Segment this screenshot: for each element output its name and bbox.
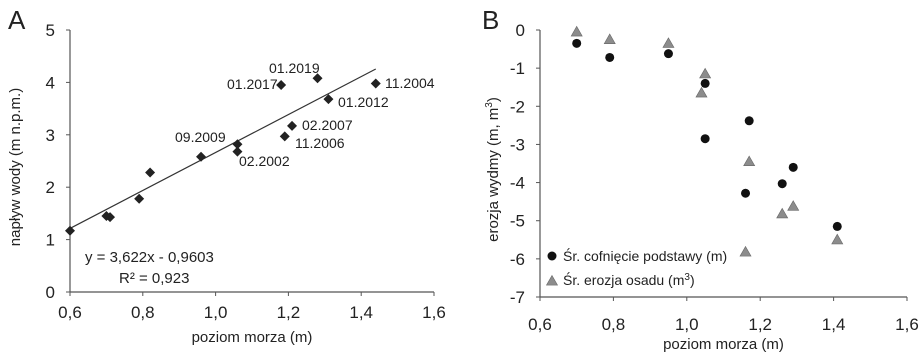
panel-label: B xyxy=(482,5,499,35)
y-tick-label: 2 xyxy=(46,178,55,197)
date-annotation: 11.2006 xyxy=(295,135,345,151)
data-point-triangle xyxy=(603,33,616,44)
panel-label: A xyxy=(8,5,26,35)
y-tick-label: -5 xyxy=(510,212,525,231)
data-point-circle xyxy=(605,52,615,62)
y-tick-label: 0 xyxy=(46,283,55,302)
data-point-diamond xyxy=(279,131,290,142)
x-axis-label: poziom morza (m) xyxy=(663,336,784,353)
y-tick-label: 0 xyxy=(516,21,525,40)
x-tick-label: 1,0 xyxy=(204,303,228,322)
data-point-diamond xyxy=(232,139,243,150)
date-annotation: 09.2009 xyxy=(175,129,226,145)
data-point-circle xyxy=(741,188,751,198)
data-point-circle xyxy=(788,162,798,172)
chart-panel-a: A 0 1 2 3 4 5 0,6 0,8 1,0 1,2 1,4 1,6 poziom morza (m… xyxy=(7,5,446,346)
date-annotation: 01.2012 xyxy=(338,94,389,110)
data-point-circle xyxy=(700,134,710,144)
x-axis-label: poziom morza (m) xyxy=(192,329,313,346)
data-point-circle xyxy=(700,78,710,88)
data-point-circle xyxy=(832,221,842,231)
data-point-triangle xyxy=(695,86,708,98)
y-tick-label: -1 xyxy=(510,59,525,78)
y-axis-label: erozja wydmy (m, m3) xyxy=(484,97,502,242)
data-point-circle xyxy=(744,116,754,126)
x-tick-label: 1,4 xyxy=(349,303,373,322)
data-point-triangle xyxy=(743,155,756,167)
date-annotation: 01.2019 xyxy=(269,60,320,76)
data-point-triangle xyxy=(699,67,712,79)
data-point-diamond xyxy=(323,94,334,105)
x-tick-label: 1,2 xyxy=(748,315,772,334)
x-tick-label: 0,8 xyxy=(131,303,155,322)
y-tick-label: 5 xyxy=(46,21,55,40)
y-tick-label: -3 xyxy=(510,135,525,154)
date-annotation: 02.2002 xyxy=(239,153,290,169)
y-tick-label: -6 xyxy=(510,250,525,269)
data-point-triangle xyxy=(831,233,844,245)
y-tick-label: -2 xyxy=(510,97,525,116)
data-point-diamond xyxy=(105,212,116,223)
data-point-diamond xyxy=(312,73,323,84)
date-annotation: 01.2017 xyxy=(227,76,278,92)
r-squared: R² = 0,923 xyxy=(119,270,189,287)
data-point-circle xyxy=(572,38,582,48)
data-point-circle xyxy=(777,179,787,189)
x-tick-label: 1,6 xyxy=(422,303,446,322)
data-point-triangle xyxy=(787,200,800,211)
x-tick-label: 1,2 xyxy=(277,303,301,322)
x-tick-label: 0,6 xyxy=(58,303,82,322)
x-tick-label: 0,6 xyxy=(528,315,552,334)
data-point-circle xyxy=(663,49,673,59)
legend-label: Śr. cofnięcie podstawy (m) xyxy=(563,247,727,264)
legend-label: Śr. erozja osadu (m3) xyxy=(563,271,695,288)
date-annotation: 02.2007 xyxy=(302,117,353,133)
data-point-triangle xyxy=(776,207,789,219)
trendline xyxy=(69,68,377,229)
date-annotation: 11.2004 xyxy=(385,75,435,91)
data-point-diamond xyxy=(145,167,156,178)
legend-marker-triangle xyxy=(545,274,559,286)
y-tick-label: 1 xyxy=(46,231,55,250)
data-point-triangle xyxy=(570,25,583,37)
data-point-diamond xyxy=(287,120,298,131)
y-tick-label: -4 xyxy=(510,174,525,193)
legend-marker-circle xyxy=(547,251,557,261)
y-tick-label: 3 xyxy=(46,126,55,145)
y-tick-label: 4 xyxy=(46,73,55,92)
x-tick-label: 0,8 xyxy=(602,315,626,334)
trend-equation: y = 3,622x - 0,9603 xyxy=(85,249,214,266)
legend: Śr. cofnięcie podstawy (m) Śr. erozja osa… xyxy=(545,247,727,288)
data-point-triangle xyxy=(739,245,752,257)
data-point-diamond xyxy=(370,78,381,89)
y-tick-label: -7 xyxy=(510,288,525,307)
data-point-diamond xyxy=(232,146,243,157)
data-point-diamond xyxy=(65,225,75,236)
chart-panel-b: B 0 -1 -2 -3 -4 -5 -6 -70,6 0,8 1,0 1,2 1,4 1,6 poziom… xyxy=(482,5,919,353)
data-point-diamond xyxy=(276,80,287,91)
x-tick-label: 1,6 xyxy=(895,315,919,334)
y-axis-label: napływ wody (m n.p.m.) xyxy=(7,88,24,246)
x-tick-label: 1,4 xyxy=(822,315,846,334)
data-point-triangle xyxy=(662,37,675,48)
x-tick-label: 1,0 xyxy=(675,315,699,334)
data-point-diamond xyxy=(134,193,145,204)
data-point-diamond xyxy=(196,151,207,162)
